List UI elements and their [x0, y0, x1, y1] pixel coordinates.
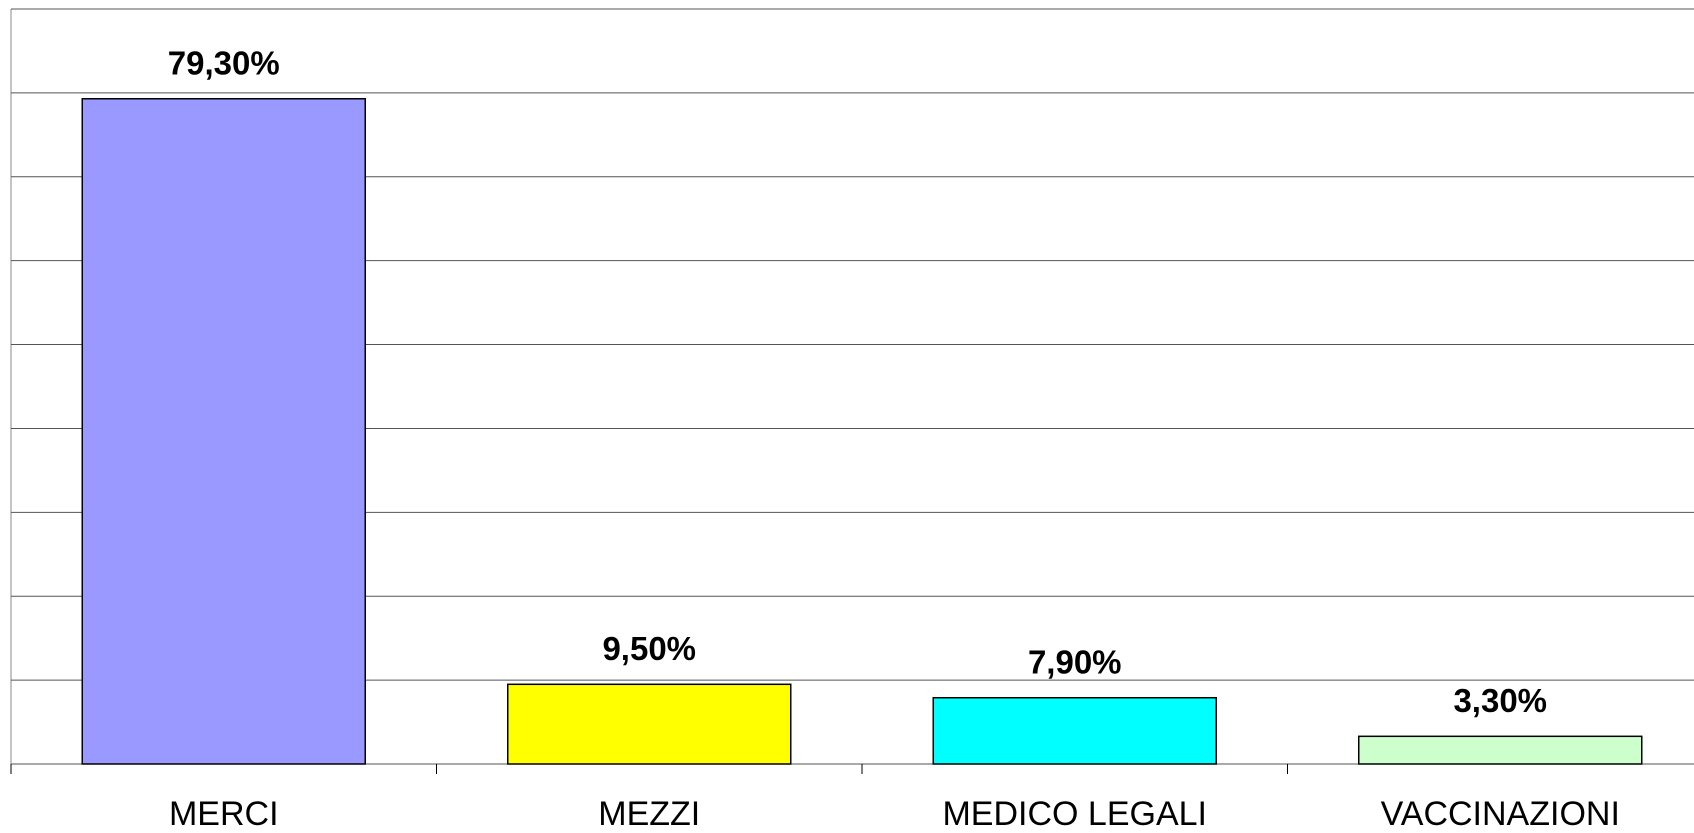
- value-label: 7,90%: [1028, 643, 1122, 680]
- bar: [1358, 735, 1643, 765]
- value-label: 3,30%: [1453, 682, 1547, 719]
- value-label: 79,30%: [168, 44, 280, 81]
- value-label: 9,50%: [602, 630, 696, 667]
- x-tick-label: MEZZI: [598, 795, 700, 833]
- x-tick-label: MEDICO LEGALI: [942, 795, 1207, 833]
- bar: [932, 696, 1217, 765]
- x-tick-label: MERCI: [169, 795, 279, 833]
- x-tick-label: VACCINAZIONI: [1381, 795, 1620, 833]
- bar: [81, 98, 366, 765]
- bar: [507, 683, 792, 765]
